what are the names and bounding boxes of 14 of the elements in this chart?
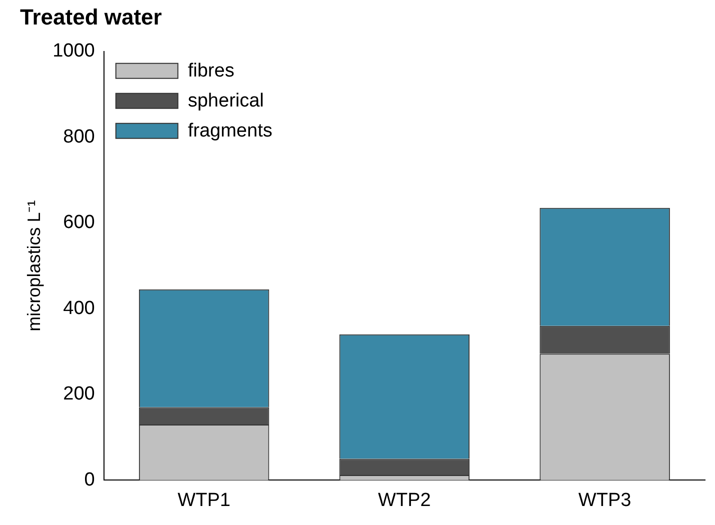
y-axis-title: microplastics L⁻¹ [24,200,44,332]
x-tick-label: WTP3 [578,490,632,511]
y-tick-label: 0 [84,469,95,490]
chart-title: Treated water [20,4,162,30]
y-tick-label: 800 [63,126,95,148]
legend-label: fibres [188,60,234,82]
x-tick-label: WTP1 [178,490,230,511]
y-tick-label: 1000 [52,40,95,62]
legend-label: spherical [188,90,264,112]
y-tick-label: 200 [63,384,95,405]
y-tick-label: 400 [63,298,95,319]
legend-label: fragments [188,120,272,142]
y-tick-label: 600 [63,212,95,234]
x-tick-label: WTP2 [378,490,431,511]
